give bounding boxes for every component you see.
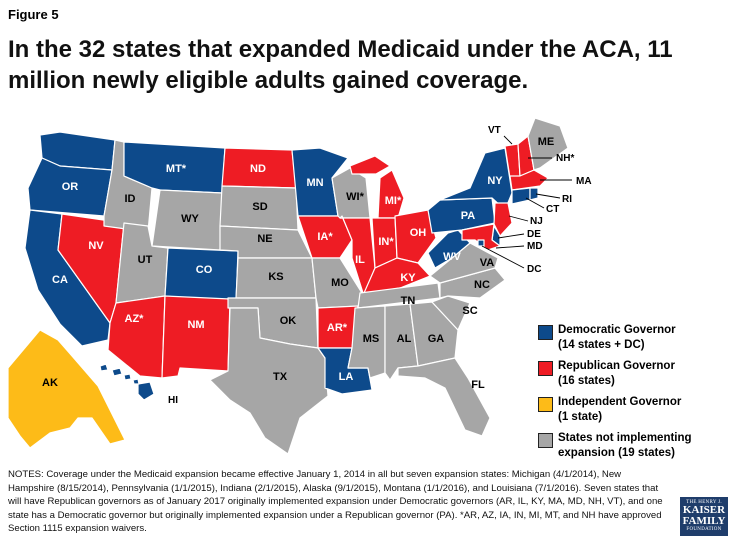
state-DC xyxy=(477,239,485,247)
state-MI xyxy=(349,155,405,219)
legend-label: Democratic Governor xyxy=(558,324,676,336)
state-label-VA: VA xyxy=(480,257,495,269)
state-label-OR: OR xyxy=(62,181,79,193)
notes: NOTES: Coverage under the Medicaid expan… xyxy=(8,469,663,534)
kaiser-family-foundation-logo: THE HENRY J. KAISER FAMILY FOUNDATION xyxy=(680,497,728,536)
state-label-GA: GA xyxy=(428,333,445,345)
state-label-WV: WV xyxy=(443,251,461,263)
state-GA xyxy=(409,301,459,367)
state-RI xyxy=(529,187,539,201)
state-label-MD: MD xyxy=(527,241,543,252)
logo-line3: FAMILY xyxy=(682,515,726,527)
state-label-FL: FL xyxy=(471,379,485,391)
state-label-MT: MT* xyxy=(166,163,187,175)
state-SC xyxy=(431,295,471,331)
state-label-AR: AR* xyxy=(327,322,348,334)
logo-line2: KAISER xyxy=(682,504,726,516)
state-TX xyxy=(209,307,329,455)
state-label-NJ: NJ xyxy=(530,216,543,227)
state-label-DE: DE xyxy=(527,229,541,240)
state-label-SD: SD xyxy=(252,201,267,213)
state-label-AZ: AZ* xyxy=(125,313,145,325)
state-AK xyxy=(7,329,126,449)
state-label-IA: IA* xyxy=(317,231,333,243)
state-label-OH: OH xyxy=(410,227,427,239)
state-label-AL: AL xyxy=(397,333,412,345)
state-AZ xyxy=(107,295,166,379)
state-label-NV: NV xyxy=(88,240,104,252)
legend-swatch-republican xyxy=(538,361,553,376)
legend-item-democratic: Democratic Governor (14 states + DC) xyxy=(538,323,728,353)
legend-item-republican: Republican Governor (16 states) xyxy=(538,359,728,389)
state-label-NE: NE xyxy=(257,233,272,245)
state-label-TN: TN xyxy=(401,295,416,307)
state-label-OK: OK xyxy=(280,315,297,327)
leader-lines xyxy=(481,135,572,269)
legend-swatch-independent xyxy=(538,397,553,412)
state-label-LA: LA xyxy=(339,371,354,383)
legend-swatch-not_implementing xyxy=(538,433,553,448)
state-label-IN: IN* xyxy=(378,236,394,248)
state-label-CT: CT xyxy=(546,204,559,215)
state-label-MS: MS xyxy=(363,333,380,345)
state-MD xyxy=(461,223,501,251)
state-ME xyxy=(527,118,569,171)
logo-line4: FOUNDATION xyxy=(686,527,722,532)
state-CT xyxy=(511,187,531,205)
figure-label: Figure 5 xyxy=(8,7,59,22)
legend-swatch-democratic xyxy=(538,325,553,340)
state-label-CA: CA xyxy=(52,274,68,286)
state-IA xyxy=(297,215,353,259)
state-label-ME: ME xyxy=(538,136,555,148)
map-legend: Democratic Governor (14 states + DC) Repub… xyxy=(538,323,728,467)
us-medicaid-map: OR CA NV ID MT* WY UT AZ* CO NM ND SD NE… xyxy=(7,118,592,455)
state-label-CO: CO xyxy=(196,264,213,276)
legend-count: (1 state) xyxy=(558,411,603,423)
state-label-NY: NY xyxy=(487,175,503,187)
state-label-ID: ID xyxy=(125,193,136,205)
state-label-NH: NH* xyxy=(556,153,574,164)
state-label-TX: TX xyxy=(273,371,288,383)
state-label-VT: VT xyxy=(488,125,501,136)
state-label-PA: PA xyxy=(461,210,476,222)
state-label-MA: MA xyxy=(576,176,592,187)
state-label-NC: NC xyxy=(474,279,490,291)
page-title: In the 32 states that expanded Medicaid … xyxy=(8,36,673,94)
state-label-DC: DC xyxy=(527,264,541,275)
state-label-SC: SC xyxy=(462,305,477,317)
state-label-UT: UT xyxy=(138,254,153,266)
state-WV xyxy=(427,229,471,269)
legend-count: expansion (19 states) xyxy=(558,447,675,459)
state-label-ND: ND xyxy=(250,163,266,175)
state-label-HI: HI xyxy=(168,395,178,406)
state-label-AK: AK xyxy=(42,377,58,389)
state-NM xyxy=(161,295,231,379)
legend-label: Independent Governor xyxy=(558,396,682,408)
legend-count: (14 states + DC) xyxy=(558,339,645,351)
state-OH xyxy=(394,209,437,264)
state-HI xyxy=(99,363,155,401)
state-label-IL: IL xyxy=(355,254,365,266)
state-label-WI: WI* xyxy=(346,191,364,203)
legend-label: Republican Governor xyxy=(558,360,675,372)
state-label-MI: MI* xyxy=(385,195,402,207)
legend-item-not_implementing: States not implementing expansion (19 sta… xyxy=(538,431,728,461)
state-IL xyxy=(339,215,376,297)
state-labels: OR CA NV ID MT* WY UT AZ* CO NM ND SD NE… xyxy=(42,136,554,391)
state-label-MN: MN xyxy=(306,177,323,189)
state-label-WY: WY xyxy=(181,213,199,225)
external-labels: VT NH* MA RI CT NJ DE MD DC HI xyxy=(168,125,592,406)
state-label-NM: NM xyxy=(187,319,204,331)
logo-line1: THE HENRY J. xyxy=(686,500,722,505)
legend-count: (16 states) xyxy=(558,375,615,387)
state-NJ xyxy=(493,202,513,237)
legend-label: States not implementing xyxy=(558,432,692,444)
state-label-KS: KS xyxy=(268,271,283,283)
state-FL xyxy=(397,357,491,437)
state-label-KY: KY xyxy=(400,272,416,284)
state-label-MO: MO xyxy=(331,277,349,289)
legend-item-independent: Independent Governor (1 state) xyxy=(538,395,728,425)
state-label-RI: RI xyxy=(562,194,572,205)
